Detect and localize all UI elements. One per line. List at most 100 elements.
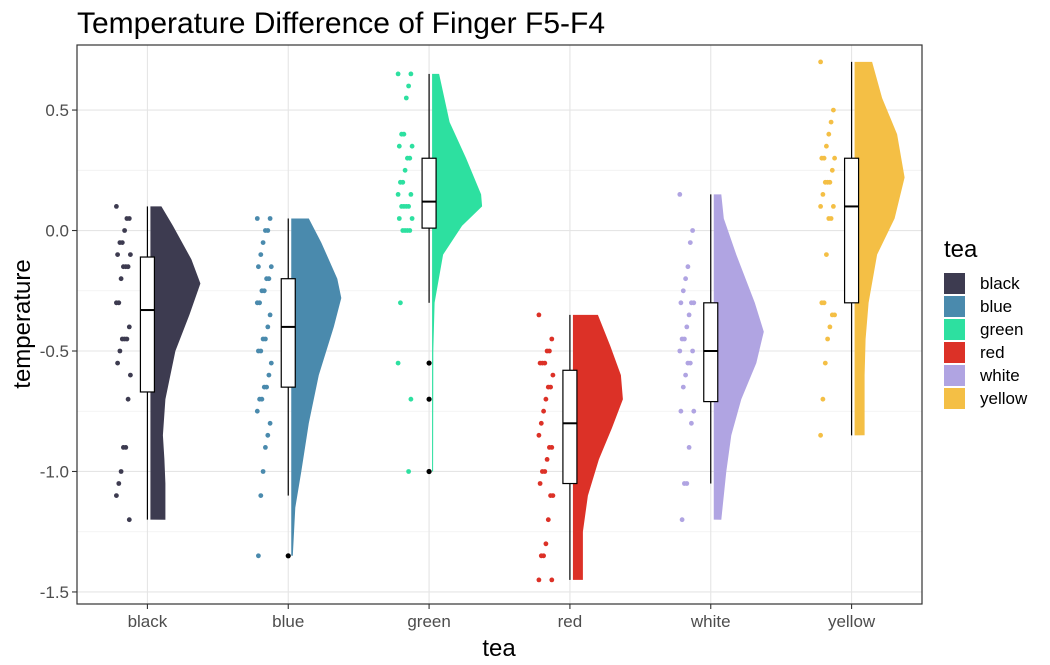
data-point: [265, 432, 271, 438]
data-point: [831, 107, 836, 113]
data-point: [263, 228, 268, 233]
y-axis: 0.5 0.0 -0.5 -1.0 -1.5: [40, 101, 77, 602]
data-point: [116, 481, 122, 486]
data-point: [690, 348, 695, 354]
data-point: [826, 131, 832, 137]
legend-label: red: [980, 343, 1005, 362]
data-point: [121, 445, 126, 450]
data-point: [686, 312, 692, 318]
raincloud-red: [536, 312, 623, 583]
data-point: [117, 348, 123, 354]
outlier-point: [426, 396, 432, 402]
data-point: [254, 300, 260, 306]
data-point: [267, 216, 273, 221]
data-point: [254, 216, 260, 221]
data-point: [824, 252, 829, 257]
data-point: [544, 348, 550, 354]
data-point: [831, 204, 836, 209]
box: [562, 369, 578, 485]
y-tick-label: 0.5: [45, 101, 69, 120]
data-point: [822, 179, 828, 185]
data-point: [829, 312, 835, 318]
data-point: [399, 131, 404, 137]
data-point: [118, 469, 124, 474]
y-tick-label: -0.5: [40, 342, 69, 361]
data-point: [114, 204, 119, 209]
density-cloud: [854, 61, 905, 436]
data-point: [254, 408, 260, 414]
data-point: [538, 420, 544, 426]
data-point: [818, 204, 823, 209]
outlier-point: [426, 360, 432, 366]
data-point: [820, 192, 826, 197]
data-point: [549, 577, 555, 583]
data-point: [683, 276, 688, 282]
data-point: [537, 481, 543, 486]
data-point: [398, 179, 403, 185]
data-point: [406, 83, 411, 89]
data-point: [547, 445, 552, 450]
data-point: [822, 360, 828, 366]
outlier-point: [426, 468, 432, 475]
data-point: [538, 553, 544, 559]
x-tick-label: green: [407, 612, 450, 631]
data-point: [691, 408, 697, 414]
density-cloud: [432, 73, 483, 472]
data-point: [121, 264, 126, 270]
data-point: [396, 216, 402, 221]
x-axis-title: tea: [482, 635, 516, 662]
data-point: [687, 240, 693, 246]
data-point: [258, 493, 264, 498]
x-tick-label: blue: [272, 612, 304, 631]
data-point: [548, 493, 553, 498]
data-point: [678, 408, 684, 414]
data-point: [680, 288, 686, 294]
data-point: [686, 445, 692, 450]
data-point: [543, 541, 549, 547]
chart-title: Temperature Difference of Finger F5-F4: [77, 7, 605, 40]
data-point: [117, 240, 123, 246]
data-point: [126, 517, 132, 523]
data-point: [256, 348, 261, 354]
data-point: [550, 372, 556, 378]
x-axis: black blue green red white yellow: [128, 604, 876, 631]
data-point: [127, 252, 133, 257]
data-point: [679, 517, 685, 523]
data-point: [544, 457, 550, 462]
data-point: [685, 264, 691, 270]
raincloud-yellow: [818, 59, 905, 438]
data-point: [266, 372, 272, 378]
data-point: [265, 324, 271, 330]
data-point: [115, 252, 120, 257]
data-point: [536, 312, 542, 318]
data-point: [678, 300, 684, 306]
data-point: [259, 288, 265, 294]
data-point: [126, 324, 132, 330]
data-point: [820, 396, 826, 402]
data-point: [114, 300, 119, 306]
data-point: [403, 95, 409, 101]
legend-label: green: [980, 320, 1023, 339]
data-point: [115, 360, 120, 366]
raincloud-green: [395, 71, 483, 475]
data-point: [536, 432, 542, 438]
x-tick-label: yellow: [828, 612, 876, 631]
legend-label: black: [980, 274, 1020, 293]
data-point: [536, 577, 542, 583]
data-point: [264, 276, 269, 282]
legend-swatch: [944, 342, 965, 363]
data-point: [268, 360, 274, 366]
box: [280, 278, 296, 388]
density-cloud: [713, 194, 764, 520]
raincloud-black: [114, 204, 201, 523]
data-point: [683, 372, 688, 378]
legend-label: white: [979, 366, 1020, 385]
data-point: [828, 119, 834, 125]
legend-swatch: [944, 296, 965, 317]
data-point: [689, 300, 694, 306]
data-point: [541, 408, 546, 414]
panel-border: [76, 44, 923, 605]
data-point: [267, 420, 273, 426]
data-point: [680, 384, 686, 390]
data-point: [832, 155, 837, 161]
